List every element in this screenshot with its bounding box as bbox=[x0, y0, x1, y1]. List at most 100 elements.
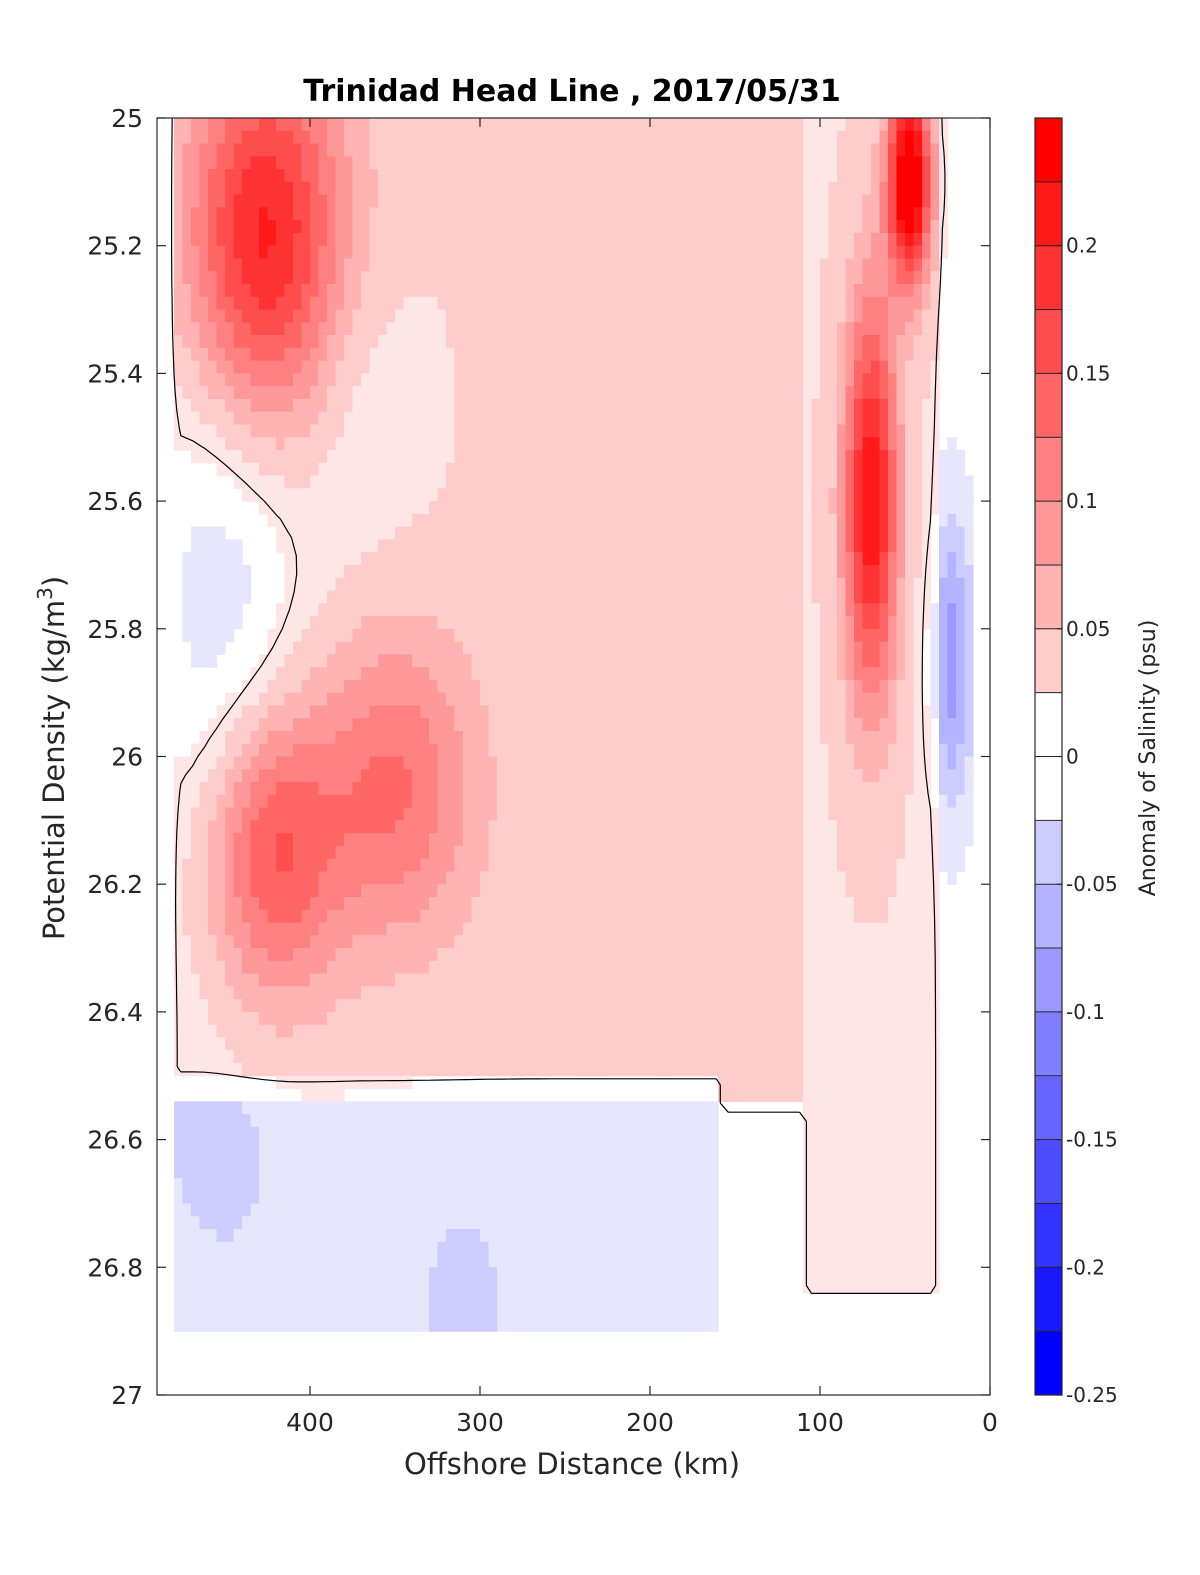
contour-cell bbox=[344, 730, 354, 745]
contour-cell bbox=[225, 335, 235, 349]
contour-cell bbox=[505, 284, 515, 298]
contour-cell bbox=[242, 1139, 252, 1153]
contour-cell bbox=[344, 845, 354, 860]
contour-cell bbox=[454, 309, 464, 323]
contour-cell bbox=[633, 667, 643, 681]
contour-cell bbox=[429, 1280, 439, 1294]
contour-cell bbox=[582, 335, 592, 349]
contour-cell bbox=[318, 590, 328, 604]
contour-cell bbox=[556, 603, 566, 617]
contour-cell bbox=[556, 1024, 566, 1039]
contour-cell bbox=[378, 1241, 388, 1256]
contour-cell bbox=[259, 730, 269, 745]
contour-cell bbox=[276, 999, 286, 1013]
contour-cell bbox=[267, 909, 277, 924]
contour-cell bbox=[446, 130, 456, 145]
contour-cell bbox=[276, 769, 286, 783]
contour-cell bbox=[301, 1292, 311, 1307]
contour-cell bbox=[471, 1101, 481, 1115]
contour-cell bbox=[565, 552, 575, 566]
contour-cell bbox=[633, 769, 643, 783]
contour-cell bbox=[522, 309, 532, 323]
contour-cell bbox=[199, 169, 209, 183]
contour-cell bbox=[276, 1139, 286, 1153]
contour-cell bbox=[454, 833, 464, 847]
contour-cell bbox=[548, 258, 558, 272]
contour-cell bbox=[276, 194, 286, 208]
contour-cell bbox=[276, 1267, 286, 1281]
contour-cell bbox=[395, 1152, 405, 1166]
contour-cell bbox=[454, 335, 464, 349]
contour-cell bbox=[565, 258, 575, 272]
contour-cell bbox=[633, 1228, 643, 1243]
contour-cell bbox=[386, 156, 396, 170]
contour-cell bbox=[361, 1139, 371, 1153]
contour-cell bbox=[361, 590, 371, 604]
contour-cell bbox=[522, 296, 532, 311]
contour-cell bbox=[395, 118, 405, 132]
contour-cell bbox=[488, 424, 498, 438]
contour-cell bbox=[199, 769, 209, 783]
contour-cell bbox=[497, 245, 507, 260]
contour-cell bbox=[318, 935, 328, 949]
contour-cell bbox=[531, 986, 541, 1000]
contour-cell bbox=[233, 705, 243, 719]
contour-cell bbox=[488, 922, 498, 936]
contour-cell bbox=[344, 948, 354, 962]
contour-cell bbox=[437, 1292, 447, 1307]
contour-cell bbox=[607, 1101, 617, 1115]
contour-cell bbox=[250, 462, 260, 477]
contour-cell bbox=[242, 130, 252, 145]
contour-cell bbox=[505, 1228, 515, 1243]
contour-cell bbox=[616, 437, 626, 451]
contour-cell bbox=[573, 641, 583, 655]
contour-cell bbox=[590, 935, 600, 949]
contour-cell bbox=[480, 1318, 490, 1332]
contour-cell bbox=[633, 386, 643, 400]
contour-cell bbox=[412, 1241, 422, 1256]
contour-cell bbox=[276, 207, 286, 221]
contour-cell bbox=[361, 1190, 371, 1205]
contour-cell bbox=[539, 705, 549, 719]
contour-cell bbox=[225, 386, 235, 400]
contour-cell bbox=[437, 220, 447, 234]
contour-cell bbox=[488, 1228, 498, 1243]
contour-cell bbox=[318, 1114, 328, 1128]
contour-cell bbox=[616, 782, 626, 796]
contour-cell bbox=[208, 1241, 218, 1256]
contour-cell bbox=[267, 756, 277, 770]
contour-cell bbox=[556, 628, 566, 643]
contour-cell bbox=[301, 220, 311, 234]
contour-cell bbox=[514, 1037, 524, 1051]
contour-cell bbox=[293, 999, 303, 1013]
contour-cell bbox=[361, 1292, 371, 1307]
contour-cell bbox=[471, 284, 481, 298]
contour-cell bbox=[556, 756, 566, 770]
contour-cell bbox=[174, 220, 184, 234]
contour-cell bbox=[488, 194, 498, 208]
contour-cell bbox=[174, 1011, 184, 1026]
contour-cell bbox=[344, 999, 354, 1013]
contour-cell bbox=[488, 1241, 498, 1256]
contour-cell bbox=[573, 935, 583, 949]
contour-cell bbox=[361, 322, 371, 336]
contour-cell bbox=[497, 284, 507, 298]
contour-cell bbox=[624, 322, 634, 336]
contour-cell bbox=[590, 896, 600, 911]
contour-cell bbox=[284, 641, 294, 655]
contour-cell bbox=[607, 1318, 617, 1332]
contour-cell bbox=[395, 526, 405, 541]
contour-cell bbox=[352, 475, 362, 489]
contour-cell bbox=[352, 194, 362, 208]
contour-cell bbox=[369, 1292, 379, 1307]
contour-cell bbox=[208, 386, 218, 400]
contour-cell bbox=[216, 1101, 226, 1115]
contour-cell bbox=[276, 794, 286, 809]
contour-cell bbox=[276, 603, 286, 617]
contour-cell bbox=[191, 833, 201, 847]
contour-cell bbox=[301, 501, 311, 515]
contour-cell bbox=[412, 335, 422, 349]
contour-cell bbox=[607, 1011, 617, 1026]
contour-cell bbox=[276, 130, 286, 145]
contour-cell bbox=[463, 896, 473, 911]
